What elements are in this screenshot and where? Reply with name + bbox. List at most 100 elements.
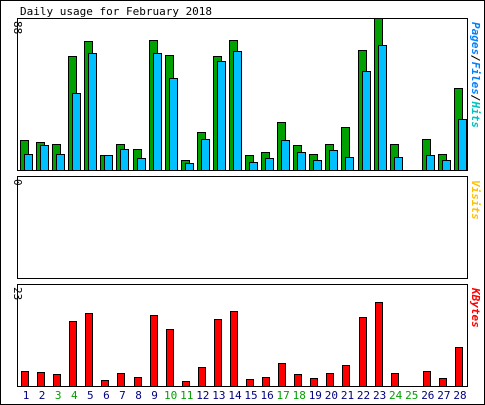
bar-files-day-21 [345, 157, 354, 171]
bar-kbytes-day-24 [391, 373, 399, 387]
bar-kbytes-day-21 [342, 365, 350, 387]
panel-frame [17, 176, 468, 279]
bar-files-day-19 [313, 160, 322, 171]
bar-files-day-15 [249, 162, 258, 171]
bar-files-day-6 [104, 155, 113, 171]
legend-term-pages: Pages [469, 22, 482, 55]
y-max-label: 88 [11, 21, 24, 34]
legend-separator: / [469, 55, 482, 62]
x-tick-label-day-16: 16 [260, 389, 273, 402]
x-tick-label-day-11: 11 [180, 389, 193, 402]
x-tick-label-day-28: 28 [453, 389, 466, 402]
bar-kbytes-day-28 [455, 347, 463, 387]
x-tick-label-day-27: 27 [437, 389, 450, 402]
bar-kbytes-day-15 [246, 379, 254, 387]
bar-kbytes-day-23 [375, 302, 383, 387]
x-tick-label-day-12: 12 [196, 389, 209, 402]
bar-files-day-20 [329, 150, 338, 171]
x-tick-label-day-14: 14 [228, 389, 242, 402]
x-tick-label-day-22: 22 [357, 389, 370, 402]
bar-kbytes-day-3 [53, 374, 61, 387]
bar-files-day-23 [378, 45, 387, 171]
bar-files-day-5 [88, 53, 97, 171]
x-tick-label-day-20: 20 [325, 389, 338, 402]
bar-kbytes-day-22 [359, 317, 367, 387]
legend-separator: / [469, 95, 482, 102]
bar-kbytes-day-6 [101, 380, 109, 387]
bar-kbytes-day-1 [21, 371, 29, 387]
bar-kbytes-day-13 [214, 319, 222, 387]
bar-files-day-1 [24, 154, 33, 171]
bar-files-day-13 [217, 61, 226, 171]
bar-kbytes-day-4 [69, 321, 77, 387]
bar-kbytes-day-18 [294, 374, 302, 387]
x-tick-label-day-4: 4 [71, 389, 78, 402]
bar-files-day-9 [153, 53, 162, 171]
legend-term-visits: Visits [469, 180, 482, 220]
bar-files-day-22 [362, 71, 371, 171]
x-tick-label-day-13: 13 [212, 389, 225, 402]
bar-files-day-4 [72, 93, 81, 171]
bar-kbytes-day-20 [326, 373, 334, 387]
x-tick-label-day-17: 17 [277, 389, 290, 402]
bar-kbytes-day-26 [423, 371, 431, 387]
x-tick-label-day-15: 15 [244, 389, 257, 402]
x-tick-label-day-1: 1 [23, 389, 30, 402]
bar-files-day-10 [169, 78, 178, 171]
legend-term-hits: Hits [469, 101, 482, 129]
bar-files-day-2 [40, 145, 49, 171]
bar-kbytes-day-11 [182, 381, 190, 387]
bar-files-day-26 [426, 155, 435, 171]
panel-2: 0 Visits [11, 176, 482, 279]
bar-kbytes-day-17 [278, 363, 286, 387]
x-tick-label-day-8: 8 [135, 389, 142, 402]
bar-kbytes-day-10 [166, 329, 174, 387]
x-tick-label-day-21: 21 [341, 389, 354, 402]
x-tick-label-day-3: 3 [55, 389, 62, 402]
x-tick-label-day-10: 10 [164, 389, 177, 402]
panel-frame [17, 18, 468, 171]
series-legend-label: KBytes [469, 287, 482, 328]
panel-frame [17, 284, 468, 387]
bar-kbytes-day-16 [262, 377, 270, 387]
bar-kbytes-day-2 [37, 372, 45, 387]
series-legend-label: Pages/Files/Hits [469, 22, 482, 128]
legend-term-kbytes: KBytes [469, 287, 482, 328]
legend-term-files: Files [469, 62, 482, 95]
bar-files-day-24 [394, 157, 403, 171]
bar-files-day-11 [185, 163, 194, 171]
x-tick-label-day-5: 5 [87, 389, 94, 402]
x-tick-label-day-19: 19 [309, 389, 322, 402]
x-tick-label-day-24: 24 [389, 389, 403, 402]
series-legend-label: Visits [469, 180, 482, 220]
x-tick-label-day-23: 23 [373, 389, 386, 402]
bar-kbytes-day-27 [439, 378, 447, 387]
bar-files-day-3 [56, 154, 65, 171]
bar-files-day-14 [233, 51, 242, 171]
x-tick-label-day-9: 9 [151, 389, 158, 402]
bar-kbytes-day-19 [310, 378, 318, 387]
bar-kbytes-day-14 [230, 311, 238, 387]
panel-3: 23 KBytes [11, 284, 482, 387]
bar-kbytes-day-5 [85, 313, 93, 387]
bar-kbytes-day-7 [117, 373, 125, 387]
bar-files-day-8 [137, 158, 146, 171]
bar-kbytes-day-9 [150, 315, 158, 387]
bar-kbytes-day-8 [134, 377, 142, 387]
x-tick-label-day-18: 18 [293, 389, 306, 402]
bar-files-day-28 [458, 119, 467, 171]
x-tick-label-day-7: 7 [119, 389, 126, 402]
bar-files-day-18 [297, 152, 306, 171]
bar-files-day-16 [265, 158, 274, 171]
x-tick-label-day-2: 2 [39, 389, 46, 402]
bar-files-day-12 [201, 139, 210, 171]
bar-files-day-27 [442, 160, 451, 171]
x-axis-day-labels: 1 2 3 4 5 6 7 8 9 10 11 12 13 14 15 16 17 18 19 20 21 22 23 24 2… [23, 389, 467, 402]
panel-1: 88 Pages/Files/Hits [11, 18, 482, 171]
x-tick-label-day-6: 6 [103, 389, 110, 402]
bar-files-day-17 [281, 140, 290, 171]
x-tick-label-day-26: 26 [421, 389, 434, 402]
chart-title: Daily usage for February 2018 [20, 5, 212, 18]
